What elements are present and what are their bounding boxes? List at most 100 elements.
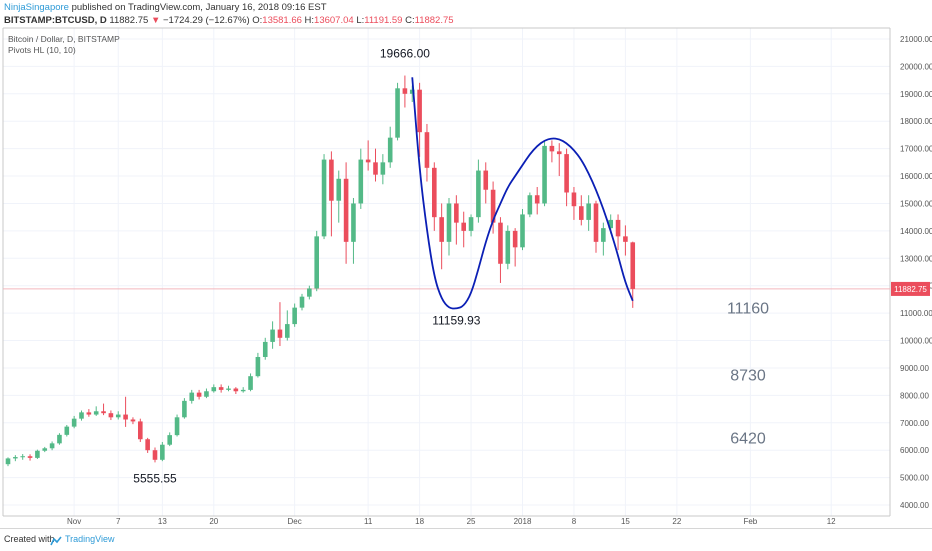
candle-body[interactable] xyxy=(211,387,217,392)
candle-body[interactable] xyxy=(240,389,246,392)
candle-body[interactable] xyxy=(248,376,253,390)
candle-body[interactable] xyxy=(454,203,459,223)
candle-body[interactable] xyxy=(571,192,577,207)
drawn-curve[interactable] xyxy=(411,77,634,310)
candle-body[interactable] xyxy=(424,132,430,168)
candle-body[interactable] xyxy=(505,230,511,264)
candle-body[interactable] xyxy=(152,450,158,460)
candle-body[interactable] xyxy=(476,170,481,218)
candle-body[interactable] xyxy=(204,391,209,397)
candle-body[interactable] xyxy=(534,195,540,204)
change-text: −1724.29 (−12.67%) xyxy=(162,15,250,26)
candle-body[interactable] xyxy=(49,443,55,449)
candle-body[interactable] xyxy=(358,159,364,204)
candle-body[interactable] xyxy=(380,162,386,175)
candle-body[interactable] xyxy=(512,230,518,248)
candle-body[interactable] xyxy=(174,417,180,436)
series-title[interactable]: Bitcoin / Dollar, D, BITSTAMP xyxy=(8,34,120,44)
candle-body[interactable] xyxy=(329,159,334,201)
candle-body[interactable] xyxy=(373,162,378,175)
candle-body[interactable] xyxy=(27,456,33,458)
candle-body[interactable] xyxy=(64,426,70,435)
candle-body[interactable] xyxy=(520,214,525,248)
candle-body[interactable] xyxy=(623,236,628,242)
candle-body[interactable] xyxy=(615,219,621,237)
candle-body[interactable] xyxy=(564,154,569,193)
candle-body[interactable] xyxy=(71,418,77,427)
candle-body[interactable] xyxy=(446,203,452,242)
candle-body[interactable] xyxy=(343,178,349,242)
candle-body[interactable] xyxy=(277,329,283,338)
candle-body[interactable] xyxy=(57,434,62,444)
symbol-label[interactable]: BITSTAMP:BTCUSD, D xyxy=(4,15,107,26)
candle-body[interactable] xyxy=(461,222,466,231)
candle-body[interactable] xyxy=(35,450,40,458)
candle-body[interactable] xyxy=(5,458,11,465)
candle-body[interactable] xyxy=(160,444,165,460)
candle-body[interactable] xyxy=(167,435,172,445)
candle-body[interactable] xyxy=(402,88,408,94)
candle-body[interactable] xyxy=(86,412,92,415)
candle-body[interactable] xyxy=(395,88,400,138)
candle-body[interactable] xyxy=(196,392,202,397)
candle-body[interactable] xyxy=(255,356,261,377)
candle-body[interactable] xyxy=(586,203,591,220)
candle-body[interactable] xyxy=(42,448,48,451)
candle-body[interactable] xyxy=(387,137,393,163)
candle-body[interactable] xyxy=(498,222,503,264)
candle-body[interactable] xyxy=(417,89,422,133)
candle-body[interactable] xyxy=(218,387,224,390)
candle-body[interactable] xyxy=(483,170,489,190)
candle-body[interactable] xyxy=(314,236,319,289)
candle-body[interactable] xyxy=(299,296,305,308)
low-label: L: xyxy=(356,15,365,26)
candle-body[interactable] xyxy=(79,412,84,419)
candle-body[interactable] xyxy=(233,388,239,392)
candle-body[interactable] xyxy=(93,411,99,415)
candle-body[interactable] xyxy=(262,341,268,357)
candle-body[interactable] xyxy=(292,307,297,325)
candle-body[interactable] xyxy=(490,189,496,223)
candle-body[interactable] xyxy=(351,203,356,242)
candle-body[interactable] xyxy=(549,145,555,152)
candle-body[interactable] xyxy=(285,324,290,338)
candle-body[interactable] xyxy=(115,414,121,418)
candle-body[interactable] xyxy=(307,288,312,297)
candle-body[interactable] xyxy=(189,392,195,401)
y-tick-label: 17000.00 xyxy=(900,145,932,154)
candle-body[interactable] xyxy=(20,456,25,458)
y-tick-label: 11000.00 xyxy=(900,309,932,318)
publish-line: NinjaSingapore published on TradingView.… xyxy=(4,2,327,13)
candle-body[interactable] xyxy=(468,217,474,231)
candle-body[interactable] xyxy=(432,167,437,218)
candle-body[interactable] xyxy=(182,400,187,418)
candle-body[interactable] xyxy=(138,421,143,440)
candle-body[interactable] xyxy=(439,217,444,242)
candle-body[interactable] xyxy=(409,89,415,94)
candle-body[interactable] xyxy=(556,151,562,155)
candle-body[interactable] xyxy=(321,159,327,237)
plot-area[interactable] xyxy=(3,28,890,516)
candle-body[interactable] xyxy=(108,413,114,418)
indicator-label[interactable]: Pivots HL (10, 10) xyxy=(8,45,76,55)
candle-body[interactable] xyxy=(226,388,231,390)
candle-body[interactable] xyxy=(542,145,547,204)
candle-body[interactable] xyxy=(579,206,584,220)
candle-body[interactable] xyxy=(336,178,342,201)
candle-body[interactable] xyxy=(601,228,606,242)
candle-body[interactable] xyxy=(527,195,533,215)
candle-body[interactable] xyxy=(145,439,150,451)
candle-body[interactable] xyxy=(101,411,106,414)
x-tick-label: 15 xyxy=(621,517,630,526)
candle-body[interactable] xyxy=(123,414,128,420)
tradingview-brand[interactable]: TradingView xyxy=(65,534,115,544)
candle-body[interactable] xyxy=(130,419,136,422)
candle-body[interactable] xyxy=(608,219,613,229)
candle-body[interactable] xyxy=(365,159,371,163)
candle-body[interactable] xyxy=(630,242,636,289)
candle-body[interactable] xyxy=(270,329,275,342)
author-link[interactable]: NinjaSingapore xyxy=(4,2,69,13)
candle-body[interactable] xyxy=(13,457,18,459)
candle-body[interactable] xyxy=(593,203,599,242)
